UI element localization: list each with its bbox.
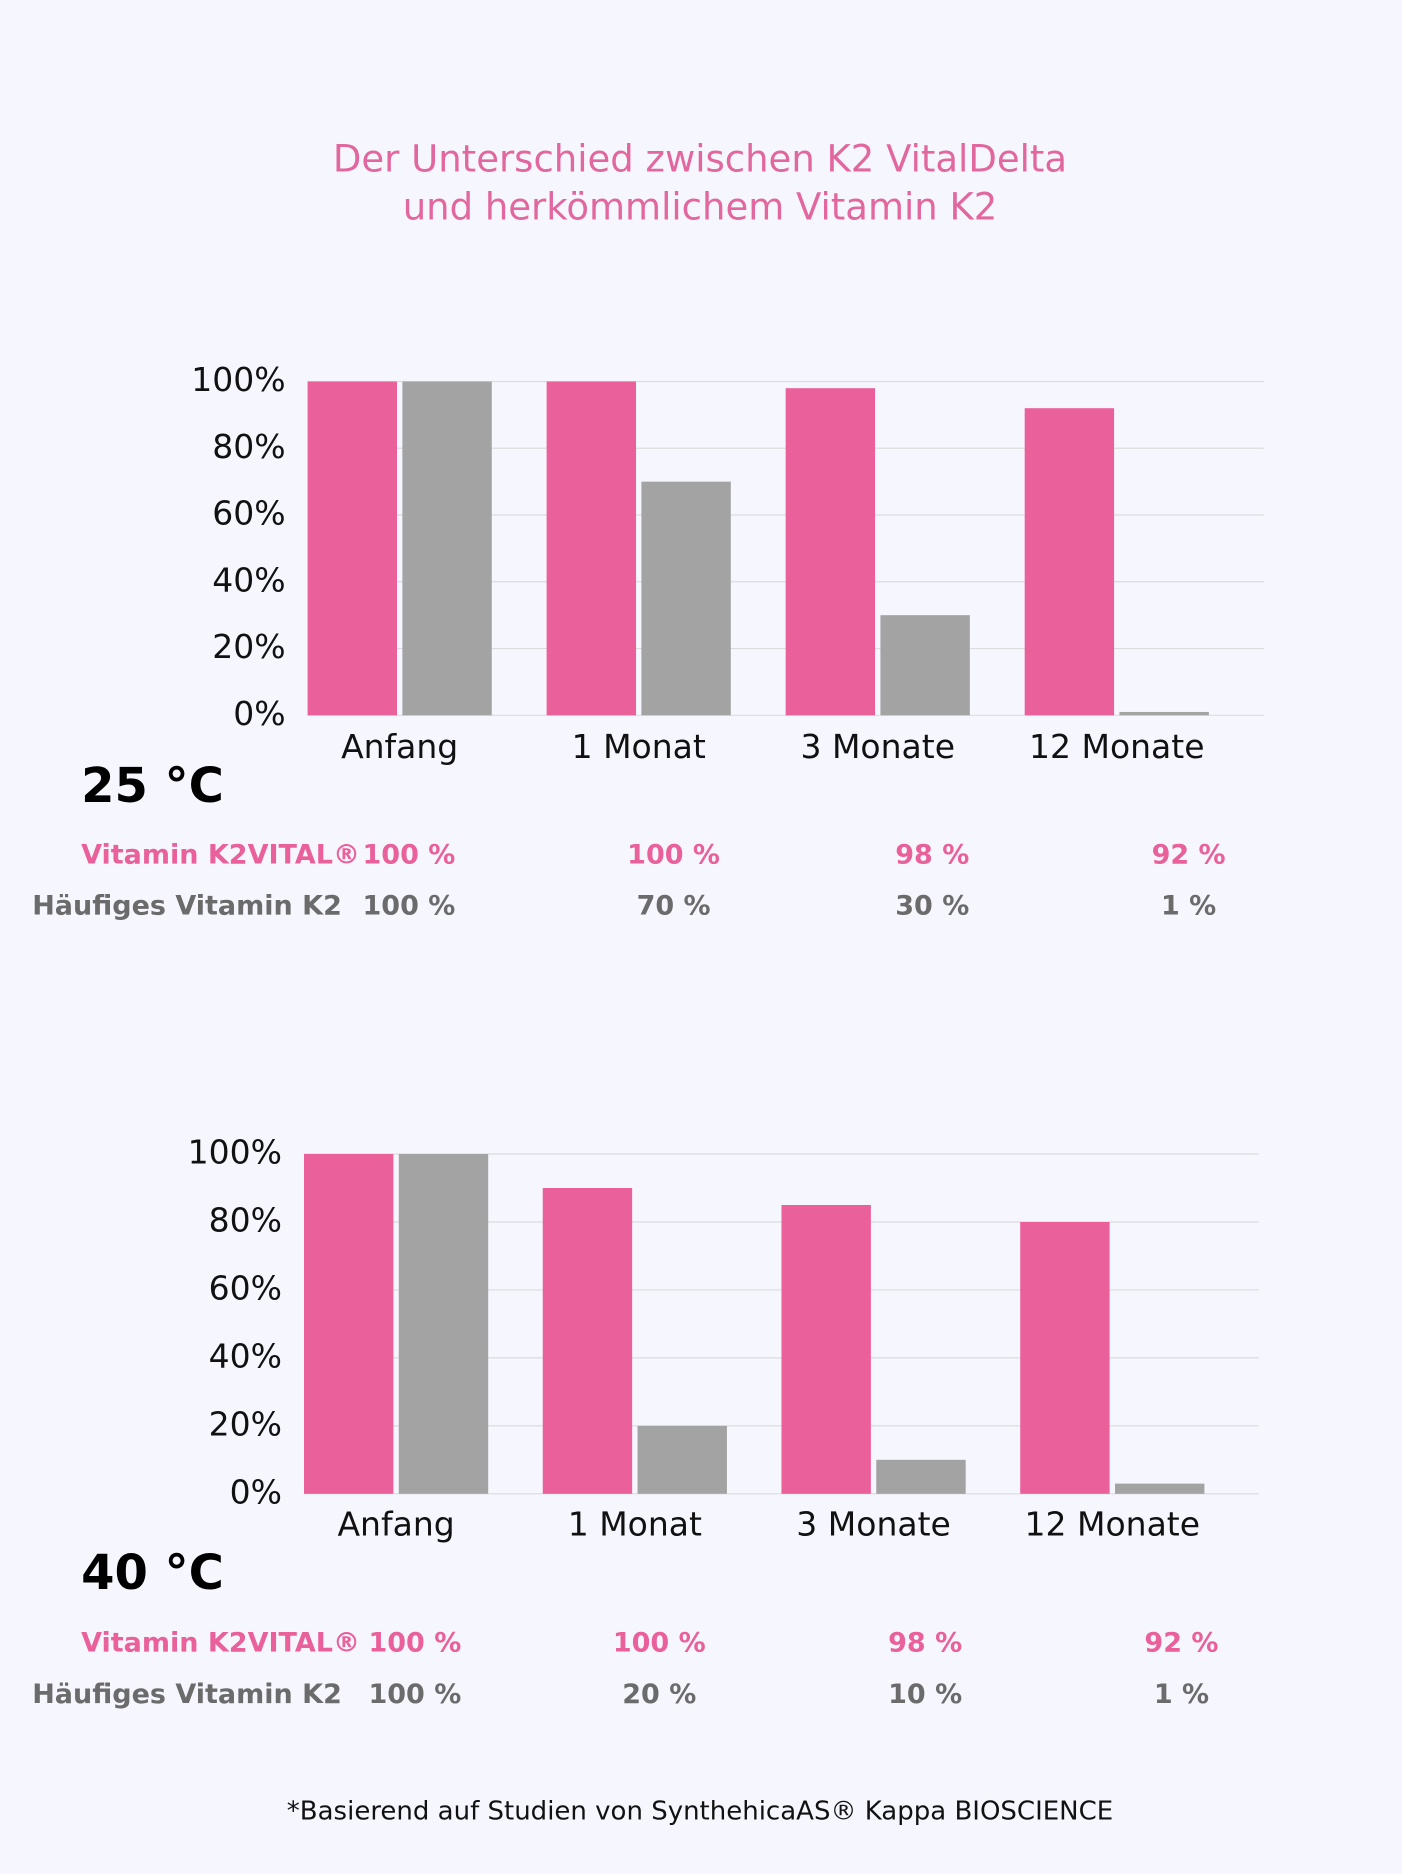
footnote: *Basierend auf Studien von SynthehicaAS®… bbox=[287, 1797, 1113, 1827]
table-cell: 100 % bbox=[363, 839, 456, 870]
y-tick-label: 80% bbox=[212, 427, 285, 466]
bar bbox=[1020, 1221, 1110, 1494]
bar bbox=[876, 1459, 966, 1494]
table-cell: 30 % bbox=[895, 891, 969, 922]
y-tick-label: 20% bbox=[212, 627, 285, 666]
legend-row-name: Häufiges Vitamin K2 bbox=[32, 1679, 342, 1710]
bar bbox=[641, 481, 731, 716]
table-cell: 98 % bbox=[895, 839, 969, 870]
table-cell: 1 % bbox=[1161, 891, 1216, 922]
table-cell: 100 % bbox=[627, 839, 720, 870]
bar bbox=[546, 381, 637, 716]
x-tick-label: Anfang bbox=[341, 727, 458, 766]
x-tick-label: Anfang bbox=[337, 1504, 454, 1543]
table-cell: 100 % bbox=[363, 891, 456, 922]
table-cell: 1 % bbox=[1154, 1679, 1209, 1710]
bar bbox=[542, 1188, 633, 1494]
y-tick-label: 100% bbox=[188, 1133, 282, 1172]
bar bbox=[402, 381, 492, 716]
y-tick-label: 80% bbox=[209, 1200, 282, 1239]
table-cell: 70 % bbox=[637, 891, 711, 922]
bar bbox=[1024, 408, 1115, 716]
table-cell: 100 % bbox=[613, 1628, 706, 1659]
y-tick-label: 100% bbox=[191, 360, 285, 399]
x-tick-label: 12 Monate bbox=[1029, 727, 1205, 766]
y-tick-label: 40% bbox=[212, 560, 285, 599]
bar bbox=[880, 615, 970, 716]
bar bbox=[304, 1154, 394, 1494]
temperature-label: 40 °C bbox=[81, 1545, 224, 1601]
x-tick-label: 3 Monate bbox=[800, 727, 955, 766]
table-cell: 100 % bbox=[368, 1628, 461, 1659]
title-line: Der Unterschied zwischen K2 VitalDelta bbox=[333, 138, 1067, 181]
x-tick-label: 1 Monat bbox=[568, 1504, 702, 1543]
bar bbox=[785, 388, 876, 716]
table-cell: 10 % bbox=[888, 1679, 962, 1710]
y-tick-label: 0% bbox=[233, 694, 285, 733]
table-cell: 92 % bbox=[1144, 1628, 1218, 1659]
bar bbox=[637, 1425, 727, 1494]
y-tick-label: 60% bbox=[209, 1268, 282, 1307]
y-tick-label: 60% bbox=[212, 494, 285, 533]
x-tick-label: 1 Monat bbox=[572, 727, 706, 766]
bar bbox=[307, 381, 397, 716]
title-line: und herkömmlichem Vitamin K2 bbox=[403, 186, 998, 229]
y-tick-label: 0% bbox=[230, 1472, 282, 1511]
legend-row-name: Vitamin K2VITAL® bbox=[81, 839, 360, 870]
x-tick-label: 12 Monate bbox=[1025, 1504, 1201, 1543]
bar bbox=[398, 1154, 489, 1494]
bar bbox=[1119, 711, 1209, 716]
legend-row-name: Vitamin K2VITAL® bbox=[81, 1628, 360, 1659]
table-cell: 100 % bbox=[368, 1679, 461, 1710]
x-tick-label: 3 Monate bbox=[796, 1504, 951, 1543]
bar bbox=[1114, 1483, 1205, 1494]
legend-row-name: Häufiges Vitamin K2 bbox=[32, 891, 342, 922]
temperature-label: 25 °C bbox=[81, 758, 224, 814]
bar bbox=[781, 1204, 871, 1494]
table-cell: 98 % bbox=[888, 1628, 962, 1659]
y-tick-label: 40% bbox=[209, 1336, 282, 1375]
y-tick-label: 20% bbox=[209, 1404, 282, 1443]
table-cell: 20 % bbox=[622, 1679, 696, 1710]
table-cell: 92 % bbox=[1152, 839, 1226, 870]
